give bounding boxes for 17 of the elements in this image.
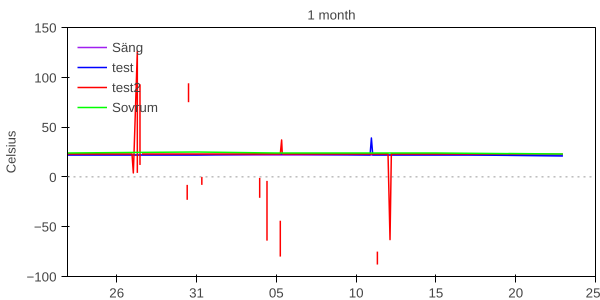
x-tick-label: 15 (428, 286, 444, 300)
y-tick-label: 0 (49, 170, 57, 185)
x-tick-label: 26 (109, 286, 124, 300)
x-tick-label: 10 (348, 286, 364, 300)
y-tick-label: −50 (34, 220, 56, 235)
chart-title: 1 month (307, 8, 356, 22)
legend-label: Säng (112, 40, 144, 54)
y-tick-label: 50 (42, 120, 57, 136)
legend-label: test (112, 60, 134, 74)
x-tick-label: 25 (586, 286, 600, 300)
x-tick-label: 31 (189, 286, 204, 300)
y-tick-label: 150 (34, 20, 57, 36)
x-tick-label: 05 (268, 286, 284, 300)
y-tick-label: −100 (26, 270, 57, 284)
y-tick-label: 100 (34, 70, 57, 86)
y-axis-title: Celsius (3, 130, 18, 174)
x-tick-label: 20 (508, 286, 524, 300)
